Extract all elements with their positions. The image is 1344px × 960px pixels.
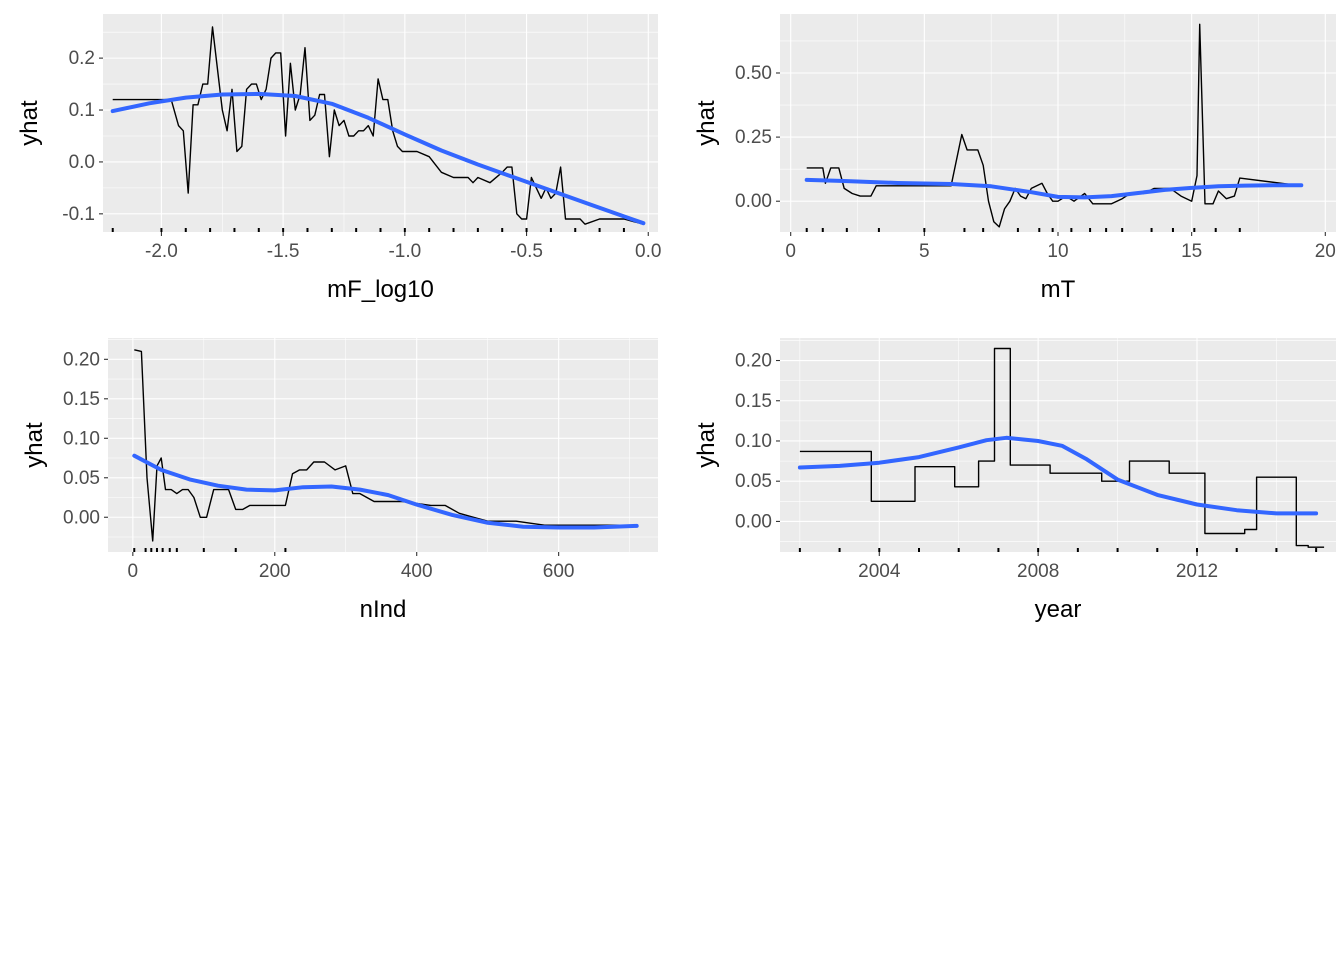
y-tick-label: 0.2 bbox=[69, 48, 95, 69]
panel-mf-log10: -2.0 -1.5 -1.0 -0.5 0.0 -0.1 0.0 0.1 0.2 mF_log10… bbox=[16, 14, 661, 303]
x-tick-label: 2004 bbox=[858, 561, 901, 582]
y-tick-label: 0.15 bbox=[735, 391, 772, 412]
x-axis-title: year bbox=[1035, 596, 1082, 623]
partial-dependence-line bbox=[134, 349, 637, 542]
partial-dependence-line bbox=[799, 347, 1325, 548]
y-tick-label: 0.00 bbox=[735, 191, 772, 212]
y-axis-title: yhat bbox=[693, 100, 720, 146]
y-tick-label: 0.00 bbox=[63, 507, 100, 528]
x-tick-label: -0.5 bbox=[510, 241, 543, 262]
y-tick-label: 0.10 bbox=[735, 431, 772, 452]
y-tick-label: 0.05 bbox=[735, 471, 772, 492]
smooth-trend-line bbox=[804, 177, 1304, 200]
smooth-trend-line bbox=[110, 91, 646, 226]
smooth-trend-line bbox=[132, 453, 639, 530]
panel-year: 2004 2008 2012 0.00 0.05 0.10 0.15 0.20 year yhat bbox=[693, 338, 1336, 623]
y-axis-title: yhat bbox=[693, 422, 720, 468]
x-tick-label: 0.0 bbox=[635, 241, 661, 262]
x-tick-label: -1.5 bbox=[267, 241, 300, 262]
x-tick-label: 2012 bbox=[1176, 561, 1218, 582]
x-tick-label: 15 bbox=[1181, 241, 1202, 262]
y-tick-label: 0.20 bbox=[735, 351, 772, 372]
x-tick-label: 20 bbox=[1315, 241, 1336, 262]
y-tick-label: 0.10 bbox=[63, 428, 100, 449]
x-tick-label: 0 bbox=[785, 241, 796, 262]
y-tick-label: 0.0 bbox=[69, 152, 95, 173]
y-tick-label: 0.20 bbox=[63, 349, 100, 370]
y-tick-label: 0.05 bbox=[63, 468, 100, 489]
panel-nind: 0 200 400 600 0.00 0.05 0.10 0.15 0.20 nInd yhat bbox=[21, 338, 658, 623]
panel-mt: 0 5 10 15 20 0.00 0.25 0.50 mT yhat bbox=[693, 14, 1336, 303]
x-tick-label: -1.0 bbox=[388, 241, 421, 262]
x-tick-label: 2008 bbox=[1017, 561, 1059, 582]
x-tick-label: -2.0 bbox=[145, 241, 178, 262]
smooth-trend-line bbox=[797, 435, 1319, 516]
y-tick-label: 0.00 bbox=[735, 511, 772, 532]
x-tick-label: 400 bbox=[401, 561, 433, 582]
plot-background bbox=[108, 338, 658, 552]
x-tick-label: 5 bbox=[919, 241, 930, 262]
y-tick-label: 0.1 bbox=[69, 100, 95, 121]
x-axis-title: mF_log10 bbox=[327, 276, 434, 303]
y-axis-title: yhat bbox=[16, 100, 43, 146]
x-tick-label: 200 bbox=[259, 561, 291, 582]
x-axis-title: nInd bbox=[360, 596, 407, 623]
y-tick-label: 0.50 bbox=[735, 63, 772, 84]
y-tick-label: 0.25 bbox=[735, 127, 772, 148]
x-tick-label: 0 bbox=[128, 561, 139, 582]
x-tick-label: 10 bbox=[1047, 241, 1068, 262]
x-tick-label: 600 bbox=[543, 561, 575, 582]
y-tick-label: -0.1 bbox=[62, 204, 95, 225]
y-axis-title: yhat bbox=[21, 422, 48, 468]
x-axis-title: mT bbox=[1041, 276, 1076, 303]
y-tick-label: 0.15 bbox=[63, 389, 100, 410]
